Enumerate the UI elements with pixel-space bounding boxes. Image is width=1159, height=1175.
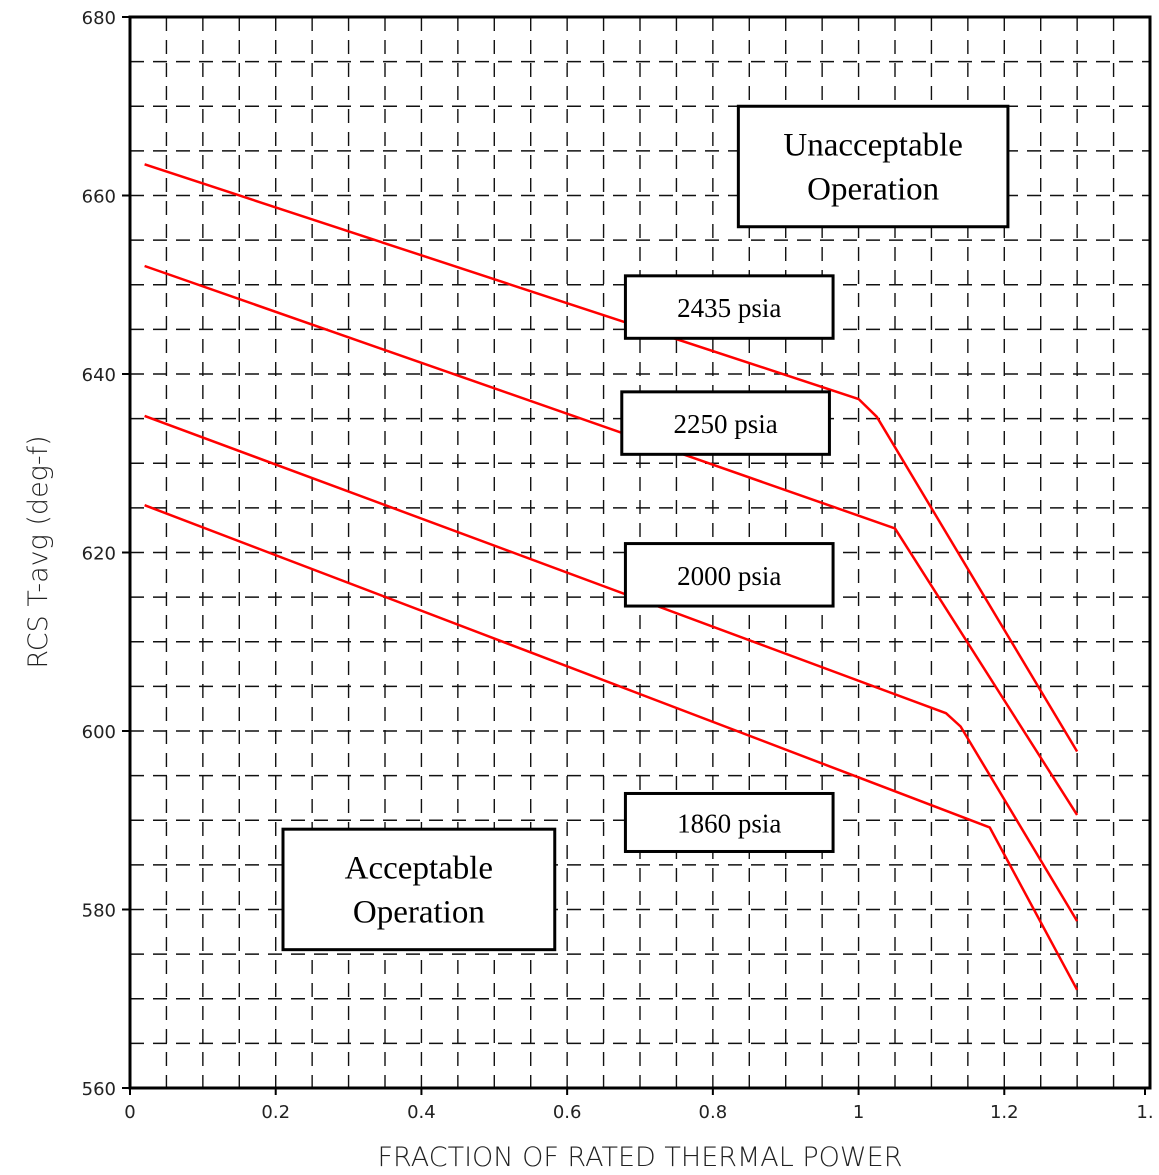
ticks-layer: 560 580 600 620 640 660 680 0 0.2 0.4 0.6 0.8 1 1.2 1. bbox=[82, 8, 1154, 1123]
pressure-label-text: 2435 psia bbox=[677, 293, 781, 323]
pressure-label-text: 2250 psia bbox=[673, 409, 777, 439]
annotations-layer: 2435 psia 2250 psia 2000 psia 1860 psia Unac… bbox=[281, 104, 1010, 952]
y-tick-label: 660 bbox=[82, 187, 116, 208]
x-tick-label: 0.8 bbox=[699, 1102, 728, 1123]
pressure-label-box: 2250 psia bbox=[620, 390, 831, 456]
y-tick-label: 620 bbox=[82, 544, 116, 565]
y-tick-label: 600 bbox=[82, 722, 116, 743]
pressure-label-box: 2435 psia bbox=[623, 274, 835, 340]
x-tick-label: 0.4 bbox=[407, 1102, 436, 1123]
pressure-label-text: 1860 psia bbox=[677, 808, 781, 838]
series-line-2000-psia bbox=[144, 414, 1079, 922]
x-axis-label: FRACTION OF RATED THERMAL POWER bbox=[378, 1142, 903, 1173]
y-tick-label: 640 bbox=[82, 365, 116, 386]
x-tick-label: 1 bbox=[853, 1102, 864, 1123]
series-line-1860-psia bbox=[144, 504, 1079, 991]
region-box-frame bbox=[736, 104, 1010, 229]
pressure-label-box: 2000 psia bbox=[623, 542, 835, 608]
y-tick-label: 580 bbox=[82, 901, 116, 922]
region-label-text: Unacceptable bbox=[783, 127, 963, 163]
region-box-frame bbox=[281, 827, 557, 952]
x-tick-label: 0.2 bbox=[261, 1102, 290, 1123]
label-box-frame bbox=[623, 542, 835, 608]
x-tick-label: 1. bbox=[1136, 1102, 1153, 1123]
series-line-2250-psia bbox=[144, 264, 1079, 816]
label-box-frame bbox=[620, 390, 831, 456]
label-box-frame bbox=[623, 791, 835, 853]
pressure-label-box: 1860 psia bbox=[623, 791, 835, 853]
pressure-label-text: 2000 psia bbox=[677, 561, 781, 591]
y-axis-label: RCS T-avg (deg-f) bbox=[23, 435, 54, 668]
region-label-text: Operation bbox=[353, 894, 485, 930]
region-label-text: Acceptable bbox=[345, 850, 493, 886]
region-label-box: Acceptable Operation bbox=[281, 827, 557, 952]
y-tick-label: 560 bbox=[82, 1079, 116, 1100]
y-tick-label: 680 bbox=[82, 8, 116, 29]
series-line-2435-psia bbox=[144, 163, 1079, 753]
region-label-box: Unacceptable Operation bbox=[736, 104, 1010, 229]
lines-layer bbox=[144, 163, 1079, 991]
x-tick-label: 0.6 bbox=[553, 1102, 582, 1123]
x-tick-label: 0 bbox=[124, 1102, 135, 1123]
x-tick-label: 1.2 bbox=[990, 1102, 1019, 1123]
label-box-frame bbox=[623, 274, 835, 340]
region-label-text: Operation bbox=[807, 171, 939, 207]
